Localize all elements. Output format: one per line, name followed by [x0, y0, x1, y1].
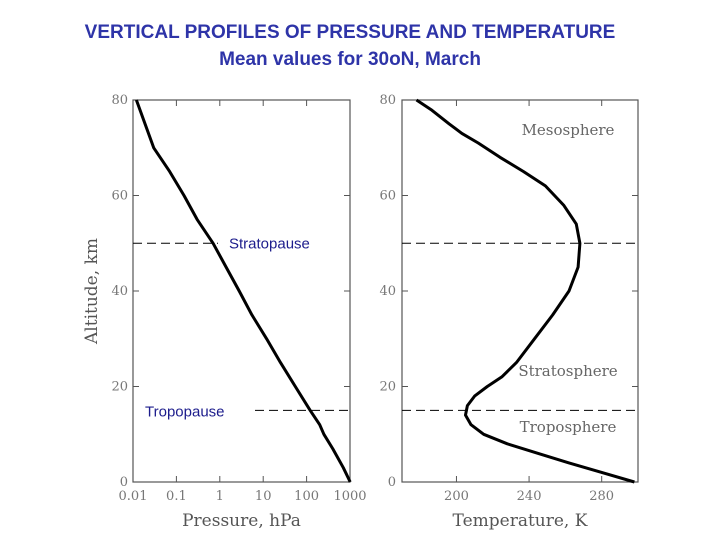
temperature-profile-line	[415, 98, 635, 484]
y-tick-label: 0	[120, 475, 128, 490]
y-tick-label: 20	[111, 380, 128, 395]
pressure-panel: 0 20 40 60 80 0.01 0.1 1 10 100 1000 Pressure, hPa A…	[82, 93, 367, 531]
x-axis-title: Temperature, K	[453, 511, 588, 531]
x-tick-label: 10	[255, 489, 272, 504]
y-tick-label: 60	[379, 189, 396, 204]
tropopause-label: Tropopause	[145, 403, 225, 420]
chart-subtitle: Mean values for 30oN, March	[219, 49, 481, 70]
y-tick-label: 20	[379, 380, 396, 395]
x-tick-label: 100	[294, 489, 319, 504]
y-tick-label: 60	[111, 189, 128, 204]
y-tick-label: 0	[388, 475, 396, 490]
x-tick-label: 280	[589, 489, 614, 504]
plot-frame	[132, 99, 351, 483]
y-tick-label: 80	[111, 93, 128, 108]
layer-label: Stratosphere	[518, 362, 617, 380]
pressure-profile-line	[134, 99, 352, 483]
y-tick-label: 80	[379, 93, 396, 108]
y-axis-title: Altitude, km	[82, 238, 102, 345]
x-axis-title: Pressure, hPa	[182, 511, 301, 531]
x-tick-label: 1000	[333, 489, 366, 504]
x-tick-label: 0.1	[166, 489, 187, 504]
y-tick-label: 40	[111, 284, 128, 299]
layer-label: Troposphere	[520, 418, 617, 436]
x-tick-label: 0.01	[119, 489, 148, 504]
stratopause-label: Stratopause	[229, 235, 310, 252]
y-tick-label: 40	[379, 284, 396, 299]
chart-title: VERTICAL PROFILES OF PRESSURE AND TEMPER…	[84, 22, 616, 43]
layer-label: Mesosphere	[522, 121, 615, 139]
x-tick-label: 200	[444, 489, 469, 504]
x-tick-label: 1	[216, 489, 224, 504]
x-tick-label: 240	[517, 489, 542, 504]
